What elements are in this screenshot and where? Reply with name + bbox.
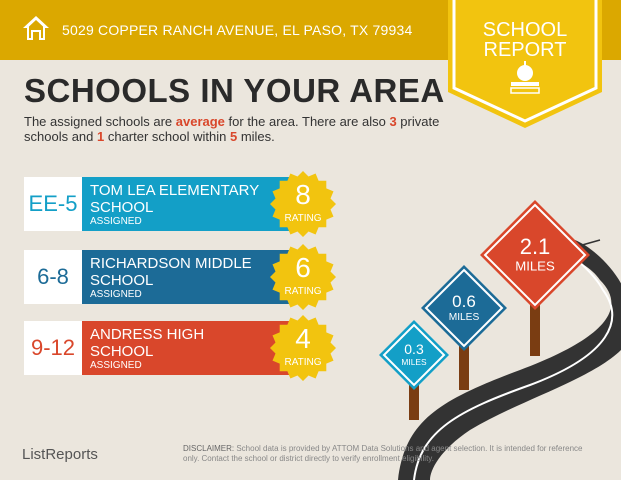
sign-unit: MILES — [401, 357, 427, 367]
rating-label: RATING — [284, 213, 322, 224]
property-address: 5029 COPPER RANCH AVENUE, EL PASO, TX 79… — [62, 22, 413, 38]
sign-distance: 0.6 — [452, 292, 476, 311]
school-bar: ANDRESS HIGH SCHOOL ASSIGNED — [82, 321, 292, 375]
disclaimer: DISCLAIMER: School data is provided by A… — [183, 444, 583, 463]
school-row: EE-5 TOM LEA ELEMENTARY SCHOOL ASSIGNED 8… — [24, 171, 344, 237]
sign-distance: 0.3 — [404, 341, 424, 357]
summary-text: The assigned schools are average for the… — [24, 114, 440, 144]
rating-value: 8 — [295, 179, 311, 210]
distance-sign: 0.3 MILES — [379, 320, 449, 420]
sign-face — [421, 265, 507, 351]
school-row: 9-12 ANDRESS HIGH SCHOOL ASSIGNED 4 RATING — [24, 315, 344, 381]
sign-face — [480, 200, 590, 310]
badge-line1: SCHOOL — [482, 19, 568, 41]
rating-label: RATING — [284, 357, 322, 368]
school-name: ANDRESS HIGH SCHOOL — [90, 326, 205, 360]
rating-label: RATING — [284, 286, 322, 297]
apple-books-icon — [510, 61, 540, 94]
school-report-badge: SCHOOL REPORT — [446, 0, 604, 130]
sign-unit: MILES — [515, 258, 555, 273]
road-line — [413, 251, 613, 480]
sign-face — [379, 320, 449, 390]
school-status: ASSIGNED — [90, 360, 142, 371]
rating-value: 6 — [295, 252, 311, 283]
school-status: ASSIGNED — [90, 289, 142, 300]
rating-badge: 8 RATING — [270, 171, 336, 237]
school-name: TOM LEA ELEMENTARY SCHOOL — [90, 182, 259, 216]
school-row: 6-8 RICHARDSON MIDDLE SCHOOL ASSIGNED 6 RA… — [24, 244, 344, 310]
distance-sign: 0.6 MILES — [421, 265, 507, 390]
page-title: SCHOOLS IN YOUR AREA — [24, 72, 445, 109]
grade-range: 6-8 — [24, 250, 82, 304]
grade-range: EE-5 — [24, 177, 82, 231]
badge-line2: REPORT — [483, 39, 567, 61]
school-bar: TOM LEA ELEMENTARY SCHOOL ASSIGNED — [82, 177, 292, 231]
school-status: ASSIGNED — [90, 216, 142, 227]
grade-range: 9-12 — [24, 321, 82, 375]
rating-badge: 4 RATING — [270, 315, 336, 381]
rating-value: 4 — [295, 323, 311, 354]
school-bar: RICHARDSON MIDDLE SCHOOL ASSIGNED — [82, 250, 292, 304]
school-name: RICHARDSON MIDDLE SCHOOL — [90, 255, 252, 289]
sign-unit: MILES — [449, 312, 480, 323]
home-icon — [23, 16, 49, 40]
sign-distance: 2.1 — [520, 234, 551, 259]
distance-sign: 2.1 MILES — [480, 200, 590, 356]
listreports-logo: ListReports — [22, 446, 98, 463]
rating-badge: 6 RATING — [270, 244, 336, 310]
